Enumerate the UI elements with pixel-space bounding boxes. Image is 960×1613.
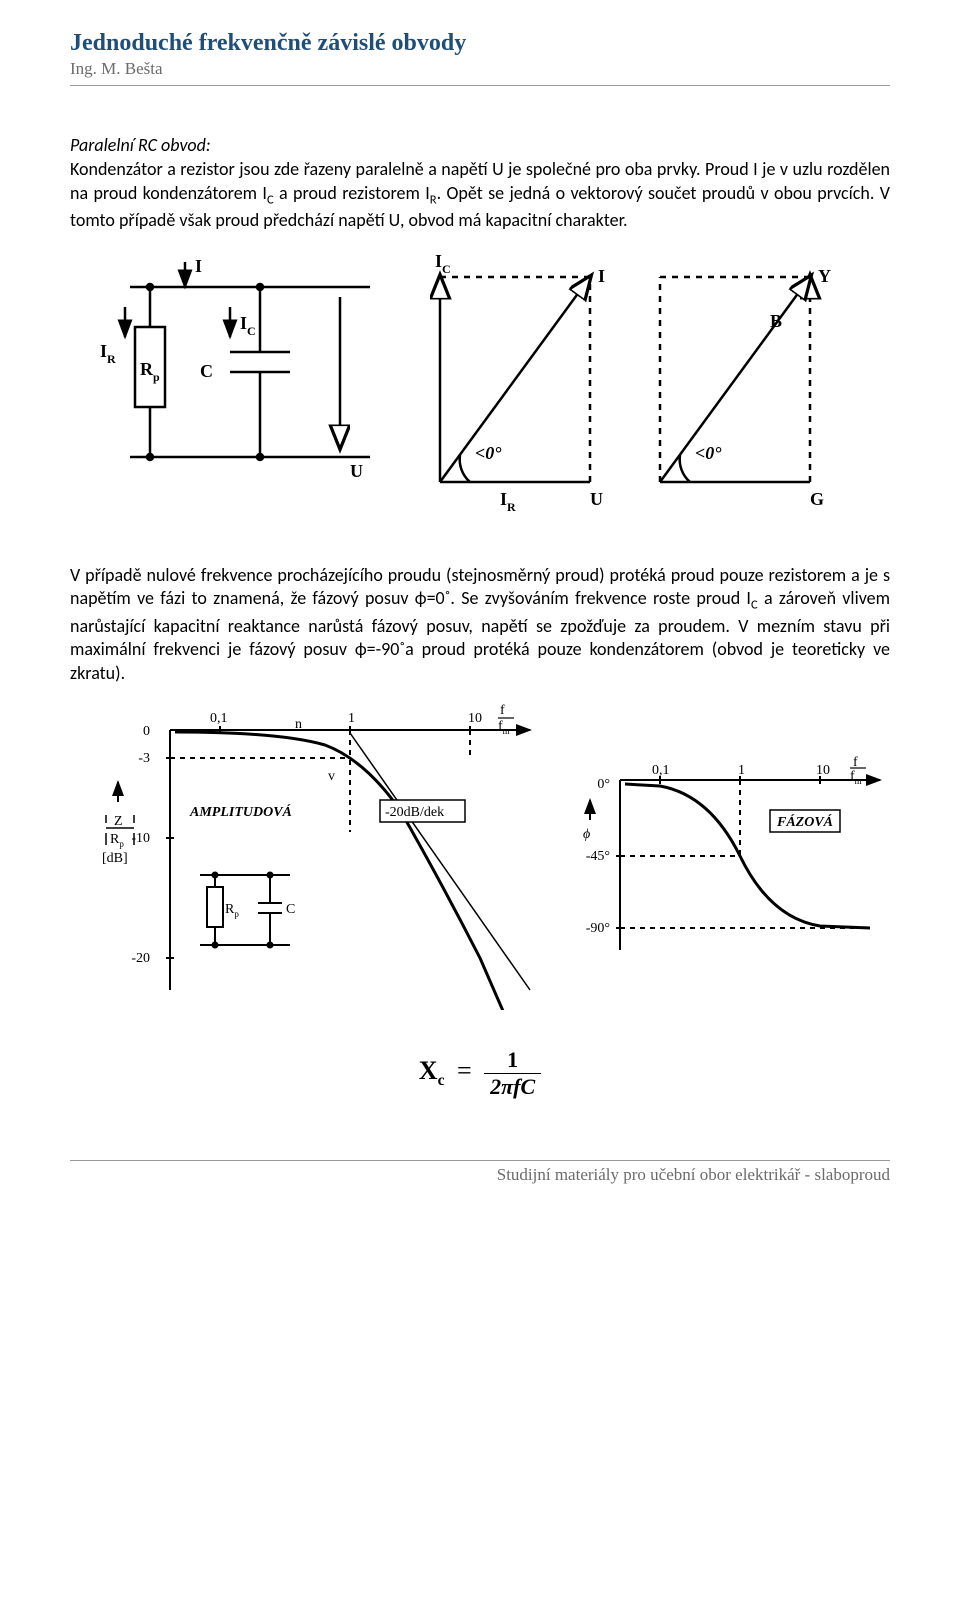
svg-text:IC: IC <box>240 313 256 338</box>
vector-label-y: Y <box>818 266 831 286</box>
vector-label-b: B <box>770 311 782 331</box>
phase-ytick-2: -90° <box>586 921 610 936</box>
amp-annot-v: v <box>328 769 335 784</box>
amp-mini-rp-sub: p <box>234 909 239 919</box>
header-rule <box>70 85 890 86</box>
phase-xtick-1: 1 <box>738 763 745 778</box>
svg-text:IR: IR <box>100 341 116 366</box>
phase-ytick-0: 0° <box>597 777 610 792</box>
bode-plots: 0,1 1 10 f fm 0 -3 -10 -20 <box>70 700 890 1015</box>
circuit-and-vector-diagram: I IR Rp IC C <box>70 247 890 532</box>
paragraph-1-sub-a: C <box>267 192 274 207</box>
formula-num: 1 <box>484 1047 541 1074</box>
circuit-label-rp: R <box>140 359 154 379</box>
vector-label-ic: I <box>435 251 442 271</box>
amp-title: AMPLITUDOVÁ <box>189 803 292 820</box>
paragraph-1-text-b: a proud rezistorem I <box>274 182 430 204</box>
vector-label-i: I <box>598 266 605 286</box>
amp-ytick-3: -20 <box>131 951 150 966</box>
circuit-label-ic-sub: C <box>247 324 256 338</box>
phase-xtick-0: 0,1 <box>652 763 670 778</box>
svg-text:fm: fm <box>850 769 862 786</box>
circuit-label-c: C <box>200 361 213 381</box>
vector-label-g: G <box>810 489 824 509</box>
paragraph-1-sub-b: R <box>430 192 437 207</box>
vector-label-u: U <box>590 489 603 509</box>
phase-ytick-1: -45° <box>586 849 610 864</box>
vector-label-ir: I <box>500 489 507 509</box>
vector-label-ir-sub: R <box>507 500 516 514</box>
circuit-label-ir: I <box>100 341 107 361</box>
circuit-label-u: U <box>350 461 363 481</box>
formula-xc: Xc = 1 2πfC <box>70 1047 890 1100</box>
page-title: Jednoduché frekvenčně závislé obvody <box>70 30 890 57</box>
vector-label-phi-1: <0° <box>475 443 502 463</box>
amp-x-arrow-f: f <box>500 703 505 718</box>
amp-slope-label: -20dB/dek <box>385 805 444 820</box>
paragraph-2-sub: C <box>751 598 758 613</box>
amp-annot-n: n <box>295 717 302 732</box>
amp-xtick-1: 1 <box>348 711 355 726</box>
amp-ylabel-rp-sub: p <box>119 839 124 849</box>
amp-xtick-2: 10 <box>468 711 482 726</box>
phase-xtick-2: 10 <box>816 763 830 778</box>
formula-lhs: X <box>419 1056 438 1085</box>
formula-den: 2πfC <box>484 1074 541 1100</box>
amp-ytick-0: 0 <box>143 724 150 739</box>
amp-x-arrow-fm-sub: m <box>503 726 510 736</box>
phase-x-arrow-fm-sub: m <box>855 776 862 786</box>
page-author: Ing. M. Bešta <box>70 59 890 79</box>
amp-ylabel-unit: [dB] <box>102 851 128 866</box>
vector-label-phi-2: <0° <box>695 443 722 463</box>
svg-text:f: f <box>500 703 505 718</box>
circuit-label-ic: I <box>240 313 247 333</box>
paragraph-1: Kondenzátor a rezistor jsou zde řazeny p… <box>70 158 890 233</box>
svg-text:IR: IR <box>500 489 516 514</box>
svg-text:Rp: Rp <box>225 902 239 919</box>
formula-eq: = <box>457 1056 472 1085</box>
amp-ytick-1: -3 <box>138 751 150 766</box>
vector-label-ic-sub: C <box>442 262 451 276</box>
amp-mini-c: C <box>286 902 295 917</box>
circuit-label-i: I <box>195 256 202 276</box>
section-title: Paralelní RC obvod: <box>70 134 890 156</box>
circuit-label-ir-sub: R <box>107 352 116 366</box>
phase-y-symbol: ϕ <box>583 827 590 842</box>
svg-text:fm: fm <box>498 719 510 736</box>
svg-text:IC: IC <box>435 251 451 276</box>
paragraph-2: V případě nulové frekvence procházejícíh… <box>70 564 890 686</box>
amp-ylabel-z: Z <box>114 814 123 829</box>
amp-xtick-0: 0,1 <box>210 711 228 726</box>
formula-lhs-sub: c <box>438 1073 445 1090</box>
svg-text:Rp: Rp <box>110 832 124 849</box>
circuit-label-rp-sub: p <box>153 370 160 384</box>
page-footer: Studijní materiály pro učební obor elekt… <box>70 1160 890 1185</box>
phase-title: FÁZOVÁ <box>776 813 833 830</box>
